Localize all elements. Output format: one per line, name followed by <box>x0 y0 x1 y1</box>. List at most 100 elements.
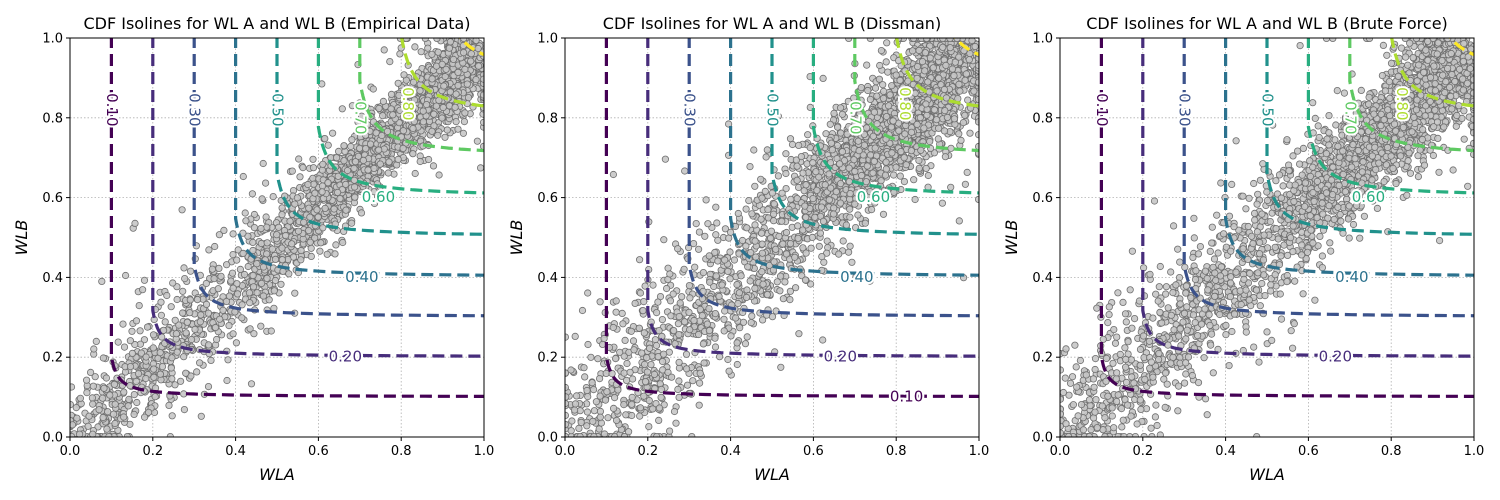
scatter-point <box>570 406 579 414</box>
scatter-point <box>449 55 458 64</box>
scatter-point <box>781 278 789 286</box>
scatter-point <box>941 153 950 161</box>
scatter-point <box>966 129 974 137</box>
scatter-point <box>464 94 473 102</box>
scatter-point <box>403 98 412 107</box>
scatter-point <box>658 315 667 324</box>
scatter-point <box>257 224 265 233</box>
scatter-point <box>863 61 871 69</box>
scatter-point <box>239 172 247 181</box>
scatter-point <box>76 394 85 402</box>
scatter-point <box>197 412 205 420</box>
scatter-point <box>331 250 339 258</box>
scatter-point <box>907 147 916 155</box>
x-tick-label: 0.0 <box>60 444 81 459</box>
scatter-point <box>222 297 231 306</box>
scatter-point <box>657 393 665 401</box>
scatter-point <box>825 170 833 178</box>
scatter-point <box>875 75 884 83</box>
scatter-point <box>839 237 847 245</box>
scatter-point <box>336 195 344 203</box>
scatter-point <box>311 234 319 242</box>
scatter-point <box>451 103 459 111</box>
scatter-point <box>342 180 350 188</box>
scatter-point <box>168 412 176 420</box>
scatter-point <box>259 292 268 300</box>
x-tick-label: 0.8 <box>391 444 412 459</box>
scatter-point <box>317 239 325 247</box>
scatter-point <box>217 272 225 280</box>
scatter-point <box>84 422 92 430</box>
scatter-point <box>795 141 803 149</box>
scatter-point <box>88 394 97 402</box>
scatter-point <box>140 336 148 344</box>
y-axis-label: WLB <box>12 220 31 256</box>
scatter-point <box>661 155 670 163</box>
scatter-point <box>357 112 366 120</box>
scatter-point <box>745 197 753 205</box>
scatter-point <box>712 231 720 239</box>
scatter-point <box>672 419 680 427</box>
scatter-point <box>241 209 249 217</box>
scatter-point <box>99 413 107 422</box>
scatter-point <box>238 314 246 322</box>
scatter-point <box>340 142 348 150</box>
scatter-point <box>747 318 755 327</box>
scatter-point <box>257 322 265 330</box>
scatter-point <box>343 166 352 175</box>
scatter-point <box>180 353 188 361</box>
scatter-point <box>98 277 106 285</box>
scatter-point <box>205 341 213 349</box>
scatter-point <box>961 111 969 119</box>
scatter-point <box>173 295 181 304</box>
scatter-point <box>811 213 819 221</box>
scatter-point <box>313 206 321 214</box>
scatter-point <box>250 330 258 338</box>
scatter-point <box>793 176 801 184</box>
scatter-point <box>99 354 108 362</box>
scatter-point <box>232 339 240 347</box>
scatter-point <box>151 393 159 401</box>
scatter-point <box>654 298 662 306</box>
scatter-point <box>191 325 199 333</box>
scatter-point <box>571 400 580 408</box>
scatter-point <box>699 268 708 277</box>
scatter-point <box>70 421 77 429</box>
scatter-point <box>288 167 296 175</box>
scatter-point <box>134 370 143 378</box>
scatter-point <box>169 279 177 287</box>
scatter-point <box>773 278 781 286</box>
scatter-point <box>744 263 752 271</box>
scatter-point <box>741 340 750 348</box>
scatter-point <box>339 238 347 247</box>
scatter-point <box>604 414 612 422</box>
scatter-point <box>229 330 237 338</box>
scatter-point <box>628 393 636 401</box>
scatter-point <box>338 105 346 113</box>
scatter-point <box>87 368 95 376</box>
scatter-points <box>70 38 484 437</box>
scatter-point <box>669 290 677 298</box>
scatter-point <box>376 160 384 168</box>
scatter-point <box>83 388 91 397</box>
scatter-point <box>440 82 448 90</box>
scatter-point <box>132 317 141 325</box>
scatter-point <box>229 230 237 238</box>
scatter-point <box>307 244 315 252</box>
scatter-point <box>124 402 132 410</box>
scatter-point <box>636 404 645 412</box>
scatter-point <box>110 410 118 418</box>
scatter-point <box>411 43 419 51</box>
scatter-point <box>91 373 99 381</box>
scatter-point <box>879 94 888 103</box>
scatter-point <box>158 362 167 371</box>
scatter-point <box>142 374 150 383</box>
scatter-point <box>467 50 475 58</box>
scatter-point <box>370 199 379 208</box>
scatter-point <box>263 250 271 258</box>
scatter-point <box>924 171 932 180</box>
scatter-point <box>681 167 689 175</box>
isoline-label: 0.60 <box>362 188 395 206</box>
scatter-point <box>776 287 784 295</box>
scatter-point <box>122 271 130 280</box>
